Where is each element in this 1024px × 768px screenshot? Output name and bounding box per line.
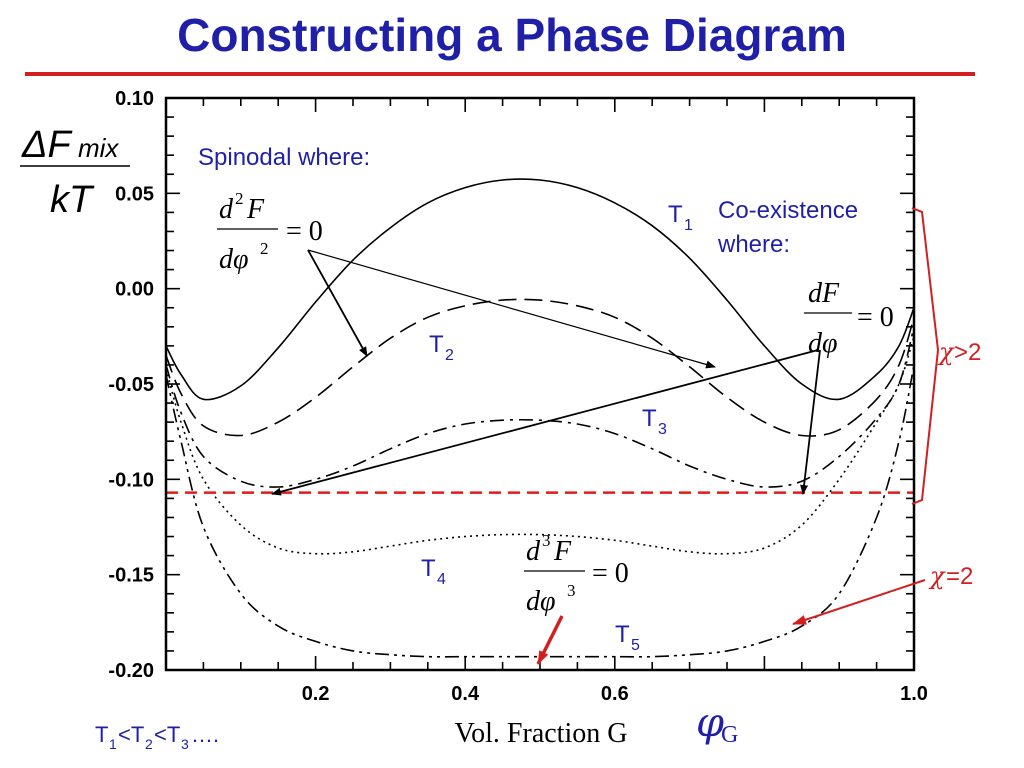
curve-label-t3: T 3 [642,405,667,438]
spinodal-label: Spinodal where: [198,144,370,171]
svg-text:χ: χ [937,338,955,366]
coexistence-label-line1: Co-existence [718,197,858,224]
curve-label-t4: T 4 [421,555,446,588]
x-tick-label: 1.0 [900,683,928,705]
svg-text:1: 1 [684,217,693,234]
svg-text:2: 2 [235,189,244,208]
tick-labels-layer: 0.2 0.4 0.6 1.0 0.10 0.05 0.00 -0.05 -0.10 -0.15 -… [108,88,928,705]
series-line-t1 [165,178,915,401]
x-tick-label: 0.6 [601,683,629,705]
svg-text:4: 4 [437,571,446,588]
svg-text:<T: <T [154,722,180,747]
phi-symbol: φ [696,700,724,746]
y-tick-label: 0.05 [115,183,154,205]
svg-text:dF: dF [808,278,840,309]
spinodal-equation: d 2 F dφ 2 = 0 [217,189,323,275]
svg-text:3: 3 [181,736,189,752]
y-label-denominator: kT [50,179,95,221]
plot-frame [164,96,916,672]
critical-arrow [536,615,564,665]
svg-text:>2: >2 [954,339,981,366]
y-tick-label: -0.10 [108,469,154,491]
spinodal-arrow-right [307,249,716,369]
svg-text:T: T [421,555,436,582]
temperature-order-label: T 1 <T 2 <T 3 …. [95,722,219,752]
y-tick-label: 0.10 [115,88,154,110]
svg-text:d: d [219,194,234,225]
phi-subscript: G [721,722,738,748]
coexistence-label-line2: where: [717,231,790,258]
chi-greater-bracket [911,207,940,505]
x-axis-label: Vol. Fraction G [455,718,628,749]
svg-text:T: T [668,201,683,228]
title-underline [25,72,975,76]
curve-label-t5: T 5 [615,621,640,654]
x-tick-label: 0.4 [451,683,480,705]
svg-text:T: T [95,722,108,747]
svg-text:T: T [429,331,444,358]
svg-text:= 0: = 0 [592,558,629,589]
svg-text:1: 1 [109,736,117,752]
curve-label-t2: T 2 [429,331,454,364]
svg-text:2: 2 [260,239,269,258]
coexistence-arrow-left [271,349,819,496]
svg-text:2: 2 [145,736,153,752]
svg-text:χ: χ [928,562,946,590]
coexistence-arrow-right [800,349,821,495]
x-tick-label: 0.2 [302,683,330,705]
svg-text:=2: =2 [946,563,973,590]
series-line-t5 [165,364,915,658]
svg-text:….: …. [191,722,219,747]
series-line-t2 [165,298,915,437]
slide-title: Constructing a Phase Diagram [177,9,847,61]
svg-text:3: 3 [567,581,576,600]
y-tick-label: -0.20 [108,660,154,682]
svg-text:F: F [553,536,572,567]
y-label-numerator-sub: mix [78,133,119,163]
critical-equation: d 3 F dφ 3 = 0 [524,531,629,617]
svg-text:dφ: dφ [808,328,838,359]
coexistence-equation: dF dφ = 0 [804,278,894,359]
svg-text:2: 2 [445,347,454,364]
chi-equal-label: χ =2 [928,562,973,590]
y-label-numerator: ΔF [21,124,72,166]
chi-greater-label: χ >2 [937,338,981,366]
svg-text:dφ: dφ [526,586,556,617]
ticks-layer [166,98,914,670]
y-tick-label: -0.05 [108,374,154,396]
svg-text:F: F [246,194,265,225]
svg-text:d: d [526,536,541,567]
spinodal-arrow-left [307,249,368,357]
y-tick-label: -0.15 [108,565,154,587]
y-tick-label: 0.00 [115,279,154,301]
svg-text:<T: <T [118,722,144,747]
chi-equals-2-arrow [792,579,926,625]
series-line-t3 [165,326,915,488]
curve-label-t1: T 1 [668,201,693,234]
curves-layer [165,178,915,658]
svg-text:T: T [615,621,630,648]
svg-text:T: T [642,405,657,432]
svg-text:3: 3 [658,421,667,438]
svg-text:3: 3 [542,531,551,550]
svg-text:= 0: = 0 [857,302,894,333]
svg-text:5: 5 [631,637,640,654]
svg-text:dφ: dφ [219,244,249,275]
series-line-t4 [165,336,915,555]
svg-text:= 0: = 0 [286,216,323,247]
